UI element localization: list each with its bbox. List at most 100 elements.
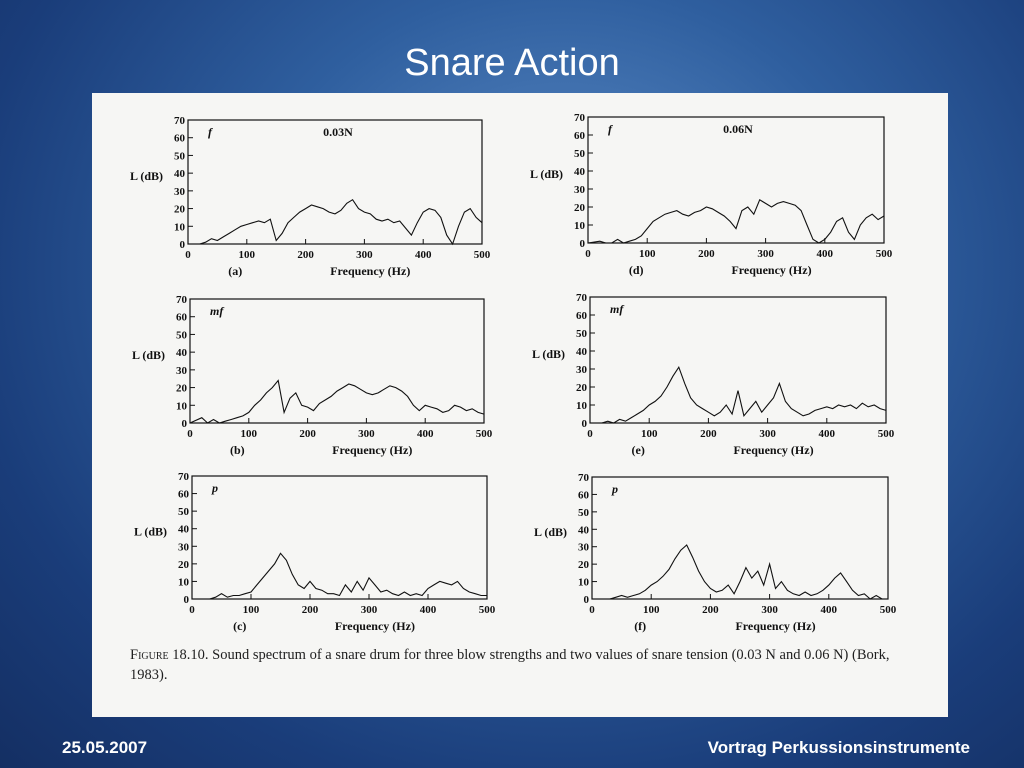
chart-0-ytick-label: 70 bbox=[174, 115, 186, 127]
chart-4-xtick-label: 300 bbox=[759, 428, 776, 440]
chart-1-panel-label: (b) bbox=[230, 443, 245, 457]
figure-caption-label: Figure 18.10. bbox=[130, 647, 209, 663]
chart-4-ytick-label: 60 bbox=[576, 310, 588, 322]
chart-3-xlabel: Frequency (Hz) bbox=[731, 263, 811, 277]
chart-3-ytick-label: 70 bbox=[574, 112, 586, 124]
chart-0-xtick-label: 400 bbox=[415, 249, 432, 261]
chart-4-series-line bbox=[590, 365, 887, 424]
chart-4-xtick-label: 100 bbox=[641, 428, 658, 440]
chart-1-xtick-label: 0 bbox=[187, 428, 193, 440]
chart-0-ytick-label: 20 bbox=[174, 204, 186, 216]
chart-4-dynamic-label: mf bbox=[610, 302, 624, 316]
chart-5-ytick-label: 10 bbox=[578, 577, 590, 589]
chart-2-ylabel: L (dB) bbox=[134, 525, 167, 539]
chart-1-series-line bbox=[189, 379, 485, 424]
chart-0-ytick-label: 0 bbox=[180, 239, 186, 251]
chart-5-ytick-label: 0 bbox=[584, 594, 590, 606]
chart-2-series-line bbox=[192, 552, 487, 600]
chart-2-ytick-label: 40 bbox=[178, 524, 190, 536]
chart-5-series-line bbox=[592, 544, 888, 600]
chart-3-ytick-label: 60 bbox=[574, 130, 586, 142]
chart-0-series-line bbox=[188, 198, 483, 246]
chart-1-xtick-label: 100 bbox=[241, 428, 258, 440]
chart-5-ytick-label: 40 bbox=[578, 524, 590, 536]
chart-4-xlabel: Frequency (Hz) bbox=[733, 443, 813, 457]
chart-1-xlabel: Frequency (Hz) bbox=[332, 443, 412, 457]
chart-4-ytick-label: 70 bbox=[576, 292, 588, 304]
chart-2-ytick-label: 70 bbox=[178, 471, 190, 483]
chart-0-ytick-label: 40 bbox=[174, 168, 186, 180]
chart-1-xtick-label: 200 bbox=[299, 428, 316, 440]
chart-2-xtick-label: 500 bbox=[479, 604, 496, 616]
chart-5-ytick-label: 50 bbox=[578, 507, 590, 519]
chart-1-ytick-label: 50 bbox=[176, 329, 188, 341]
chart-0-panel-label: (a) bbox=[228, 264, 242, 278]
chart-0-frame bbox=[187, 119, 483, 245]
chart-5-xlabel: Frequency (Hz) bbox=[735, 619, 815, 633]
chart-4-ytick-label: 40 bbox=[576, 346, 588, 358]
chart-2-ytick-label: 10 bbox=[178, 576, 190, 588]
chart-3-ytick-label: 0 bbox=[580, 238, 586, 250]
chart-3-xtick-label: 200 bbox=[698, 248, 715, 260]
chart-4-xtick-label: 400 bbox=[819, 428, 836, 440]
chart-3-frame bbox=[587, 116, 885, 244]
chart-4-ytick-label: 30 bbox=[576, 364, 588, 376]
chart-1-ytick-label: 30 bbox=[176, 365, 188, 377]
chart-3-panel-label: (d) bbox=[629, 263, 644, 277]
chart-1-ytick-label: 40 bbox=[176, 347, 188, 359]
chart-3-series-line bbox=[587, 198, 885, 244]
chart-1-ytick-label: 20 bbox=[176, 383, 188, 395]
chart-5-xtick-label: 200 bbox=[702, 604, 719, 616]
chart-1-xtick-label: 500 bbox=[476, 428, 493, 440]
chart-3-ytick-label: 50 bbox=[574, 148, 586, 160]
chart-3-ytick-label: 20 bbox=[574, 202, 586, 214]
chart-0-xtick-label: 0 bbox=[185, 249, 191, 261]
chart-0-xtick-label: 200 bbox=[297, 249, 314, 261]
chart-0-ytick-label: 50 bbox=[174, 150, 186, 162]
chart-0-dynamic-label: f bbox=[208, 125, 213, 139]
chart-5-xtick-label: 500 bbox=[880, 604, 897, 616]
chart-3-ytick-label: 10 bbox=[574, 220, 586, 232]
chart-2-frame bbox=[191, 475, 488, 600]
chart-2-ytick-label: 0 bbox=[184, 594, 190, 606]
chart-1-ytick-label: 70 bbox=[176, 294, 188, 306]
chart-5-xtick-label: 300 bbox=[761, 604, 778, 616]
chart-1-ylabel: L (dB) bbox=[132, 348, 165, 362]
chart-2-dynamic-label: p bbox=[211, 481, 218, 495]
chart-2-ytick-label: 30 bbox=[178, 541, 190, 553]
chart-2-ytick-label: 60 bbox=[178, 489, 190, 501]
chart-3-ylabel: L (dB) bbox=[530, 167, 563, 181]
chart-2-xtick-label: 200 bbox=[302, 604, 319, 616]
chart-0-ytick-label: 30 bbox=[174, 186, 186, 198]
chart-5-ytick-label: 20 bbox=[578, 559, 590, 571]
footer-title: Vortrag Perkussionsinstrumente bbox=[707, 738, 970, 757]
chart-0-xtick-label: 500 bbox=[474, 249, 491, 261]
chart-1-frame bbox=[189, 298, 485, 424]
chart-2-xtick-label: 0 bbox=[189, 604, 195, 616]
chart-5-xtick-label: 400 bbox=[821, 604, 838, 616]
slide-title: Snare Action bbox=[404, 42, 620, 84]
chart-4-xtick-label: 500 bbox=[878, 428, 895, 440]
chart-1-dynamic-label: mf bbox=[210, 304, 224, 318]
chart-3-ytick-label: 40 bbox=[574, 166, 586, 178]
chart-0-xtick-label: 300 bbox=[356, 249, 373, 261]
chart-2-ytick-label: 50 bbox=[178, 506, 190, 518]
chart-2-xtick-label: 300 bbox=[361, 604, 378, 616]
chart-1-xtick-label: 400 bbox=[417, 428, 434, 440]
chart-5-ytick-label: 60 bbox=[578, 489, 590, 501]
chart-5-xtick-label: 0 bbox=[589, 604, 595, 616]
chart-4-ytick-label: 10 bbox=[576, 400, 588, 412]
chart-1-ytick-label: 10 bbox=[176, 400, 188, 412]
chart-5-frame bbox=[591, 476, 889, 600]
chart-3-ytick-label: 30 bbox=[574, 184, 586, 196]
chart-1-xtick-label: 300 bbox=[358, 428, 375, 440]
chart-4-ylabel: L (dB) bbox=[532, 347, 565, 361]
chart-2-xtick-label: 400 bbox=[420, 604, 437, 616]
chart-5-ylabel: L (dB) bbox=[534, 525, 567, 539]
chart-5-panel-label: (f) bbox=[634, 619, 646, 633]
chart-0-xlabel: Frequency (Hz) bbox=[330, 264, 410, 278]
chart-3-xtick-label: 100 bbox=[639, 248, 656, 260]
chart-3-dynamic-label: f bbox=[608, 122, 613, 136]
chart-4-xtick-label: 200 bbox=[700, 428, 717, 440]
